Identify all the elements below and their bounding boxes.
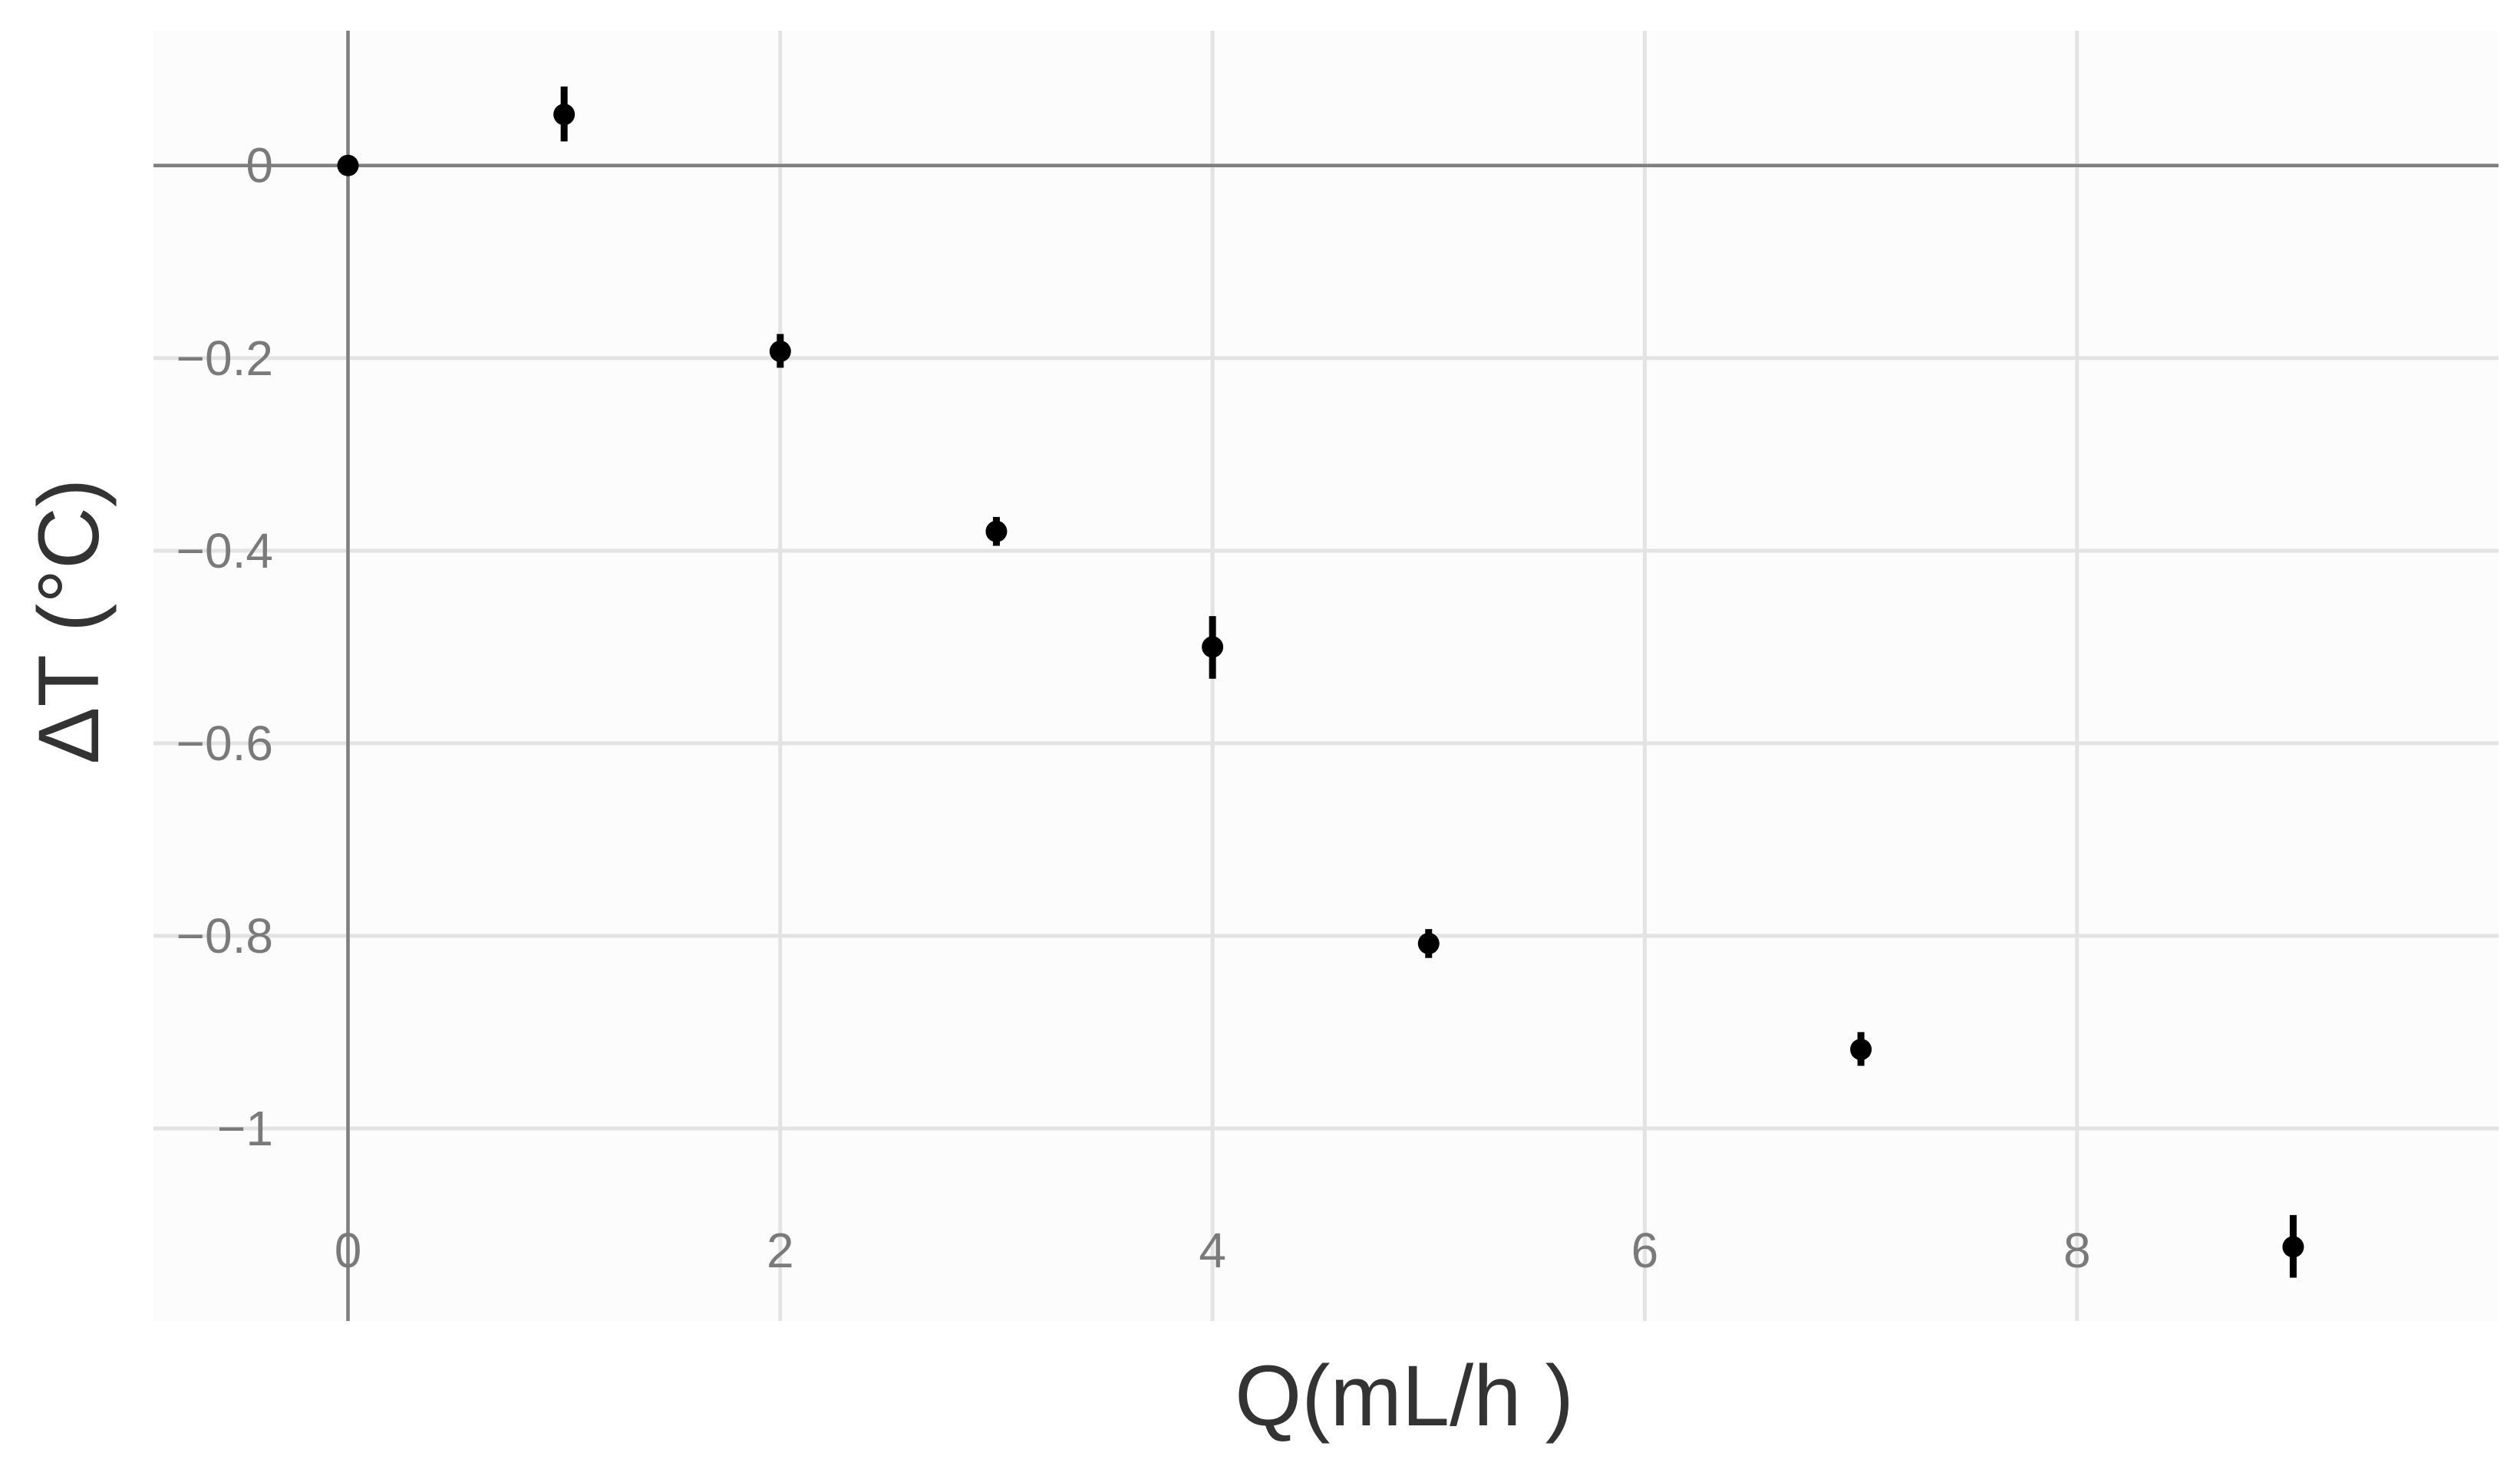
y-tick-label: −0.8 — [176, 908, 273, 964]
y-tick-label: 0 — [246, 138, 273, 193]
data-point — [769, 334, 791, 368]
point-marker — [1202, 636, 1224, 658]
point-marker — [337, 154, 359, 176]
y-axis-title: ΔT (°C) — [21, 479, 117, 765]
data-point — [985, 516, 1008, 546]
data-point — [1850, 1032, 1872, 1066]
x-tick-label: 0 — [335, 1223, 362, 1278]
x-tick-label: 4 — [1199, 1223, 1226, 1278]
point-marker — [1850, 1039, 1872, 1061]
y-tick-label: −1 — [217, 1101, 273, 1156]
point-marker — [769, 340, 791, 362]
point-marker — [985, 520, 1008, 542]
data-point — [553, 86, 576, 142]
data-point — [2282, 1214, 2304, 1278]
reference-lines — [153, 31, 2499, 1321]
data-point — [1417, 929, 1440, 958]
x-axis-title: Q(mL/h ) — [1235, 1348, 1574, 1444]
point-marker — [2282, 1236, 2304, 1258]
y-tick-label: −0.2 — [176, 331, 273, 386]
data-point — [337, 154, 359, 176]
x-tick-label: 8 — [2063, 1223, 2091, 1278]
x-tick-label: 6 — [1631, 1223, 1659, 1278]
data-point — [1202, 616, 1224, 679]
panel-background — [153, 31, 2499, 1321]
point-marker — [553, 104, 576, 126]
y-tick-label: −0.6 — [176, 716, 273, 771]
point-marker — [1417, 932, 1440, 954]
x-tick-label: 2 — [767, 1223, 794, 1278]
y-tick-label: −0.4 — [176, 523, 273, 578]
tick-labels: 0 2 4 6 8 0 −0.2 −0.4 −0.6 −0.8 −1 — [176, 138, 2091, 1278]
data-points — [337, 86, 2304, 1278]
